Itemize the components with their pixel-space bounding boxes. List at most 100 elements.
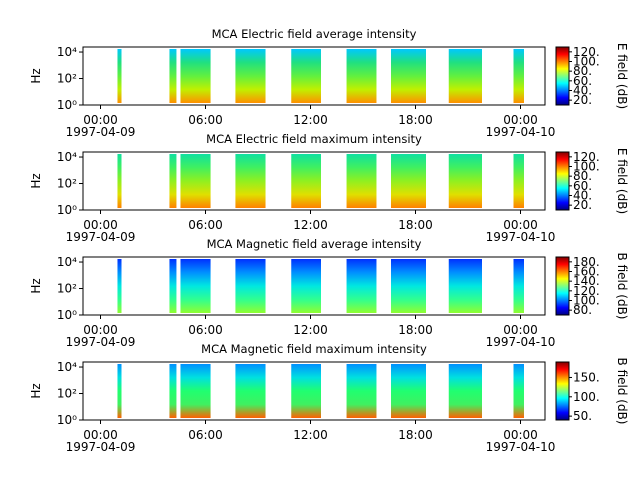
x-tick-label: 06:00 bbox=[188, 218, 223, 232]
x-date-label: 1997-04-09 bbox=[66, 230, 136, 244]
data-segment bbox=[117, 49, 122, 103]
x-date-label: 1997-04-09 bbox=[66, 335, 136, 349]
y-axis-label: Hz bbox=[29, 173, 43, 188]
x-tick-label: 00:00 bbox=[503, 323, 538, 337]
y-axis-label: Hz bbox=[29, 68, 43, 83]
x-date-label: 1997-04-10 bbox=[486, 335, 556, 349]
data-segment bbox=[169, 259, 177, 313]
data-segment bbox=[291, 49, 321, 103]
data-segment bbox=[117, 259, 122, 313]
colorbar-tick-label: 60. bbox=[573, 179, 592, 193]
y-tick-label: 10² bbox=[57, 72, 77, 86]
colorbar-tick-label: 100. bbox=[573, 55, 600, 69]
x-tick-label: 00:00 bbox=[503, 113, 538, 127]
x-tick-label: 06:00 bbox=[188, 323, 223, 337]
colorbar-tick-label: 40. bbox=[573, 189, 592, 203]
data-segment bbox=[117, 364, 122, 418]
data-segment bbox=[291, 259, 321, 313]
data-segment bbox=[180, 259, 211, 313]
y-tick-label: 10⁴ bbox=[57, 45, 77, 59]
y-tick-label: 10⁴ bbox=[57, 150, 77, 164]
x-tick-label: 00:00 bbox=[83, 323, 118, 337]
colorbar-tick-label: 60. bbox=[573, 74, 592, 88]
axes-frame bbox=[82, 46, 546, 106]
colorbar-label: B field (dB) bbox=[615, 358, 629, 425]
x-tick-label: 12:00 bbox=[293, 323, 328, 337]
x-date-label: 1997-04-09 bbox=[66, 125, 136, 139]
colorbar-tick-label: 140. bbox=[573, 274, 600, 288]
data-segment bbox=[169, 364, 177, 418]
colorbar-tick-label: 100. bbox=[573, 390, 600, 404]
data-segment bbox=[513, 154, 524, 208]
x-date-label: 1997-04-10 bbox=[486, 230, 556, 244]
data-segment bbox=[346, 364, 377, 418]
x-tick-label: 18:00 bbox=[398, 218, 433, 232]
colorbar-label: E field (dB) bbox=[615, 43, 629, 109]
x-tick-label: 00:00 bbox=[83, 218, 118, 232]
colorbar-tick-label: 100. bbox=[573, 160, 600, 174]
colorbar bbox=[555, 46, 570, 106]
colorbar bbox=[555, 256, 570, 316]
x-tick-label: 00:00 bbox=[503, 218, 538, 232]
data-segment bbox=[391, 259, 426, 313]
data-segment bbox=[448, 259, 482, 313]
colorbar-tick-label: 120. bbox=[573, 284, 600, 298]
y-tick-label: 10⁰ bbox=[57, 413, 77, 427]
data-segment bbox=[513, 364, 524, 418]
colorbar bbox=[555, 151, 570, 211]
axes-frame bbox=[82, 256, 546, 316]
colorbar-tick-label: 120. bbox=[573, 45, 600, 59]
data-segment bbox=[180, 364, 211, 418]
data-segment bbox=[169, 154, 177, 208]
colorbar-tick-label: 180. bbox=[573, 255, 600, 269]
colorbar bbox=[555, 361, 570, 421]
data-segment bbox=[169, 49, 177, 103]
y-tick-label: 10⁰ bbox=[57, 98, 77, 112]
y-tick-label: 10⁴ bbox=[57, 255, 77, 269]
colorbar-tick-label: 160. bbox=[573, 265, 600, 279]
data-segment bbox=[180, 49, 211, 103]
colorbar-tick-label: 20. bbox=[573, 93, 592, 107]
x-tick-label: 18:00 bbox=[398, 428, 433, 442]
data-segment bbox=[235, 154, 266, 208]
x-tick-label: 18:00 bbox=[398, 323, 433, 337]
x-tick-label: 00:00 bbox=[503, 428, 538, 442]
data-segment bbox=[235, 364, 266, 418]
x-date-label: 1997-04-09 bbox=[66, 440, 136, 454]
colorbar-tick-label: 150. bbox=[573, 370, 600, 384]
y-axis-label: Hz bbox=[29, 383, 43, 398]
data-segment bbox=[448, 364, 482, 418]
x-tick-label: 18:00 bbox=[398, 113, 433, 127]
y-tick-label: 10² bbox=[57, 387, 77, 401]
data-segment bbox=[117, 154, 122, 208]
data-segment bbox=[513, 49, 524, 103]
x-tick-label: 06:00 bbox=[188, 113, 223, 127]
colorbar-tick-label: 80. bbox=[573, 303, 592, 317]
x-tick-label: 06:00 bbox=[188, 428, 223, 442]
y-tick-label: 10² bbox=[57, 282, 77, 296]
axes-frame bbox=[82, 151, 546, 211]
y-axis-label: Hz bbox=[29, 278, 43, 293]
colorbar-label: B field (dB) bbox=[615, 253, 629, 320]
panel-title: MCA Electric field maximum intensity bbox=[206, 132, 422, 146]
data-segment bbox=[448, 154, 482, 208]
colorbar-tick-label: 40. bbox=[573, 84, 592, 98]
colorbar-tick-label: 50. bbox=[573, 409, 592, 423]
data-segment bbox=[391, 49, 426, 103]
axes-frame bbox=[82, 361, 546, 421]
x-date-label: 1997-04-10 bbox=[486, 125, 556, 139]
data-segment bbox=[291, 364, 321, 418]
x-tick-label: 00:00 bbox=[83, 428, 118, 442]
data-segment bbox=[180, 154, 211, 208]
x-tick-label: 00:00 bbox=[83, 113, 118, 127]
x-tick-label: 12:00 bbox=[293, 218, 328, 232]
colorbar-tick-label: 100. bbox=[573, 294, 600, 308]
data-segment bbox=[391, 154, 426, 208]
x-date-label: 1997-04-10 bbox=[486, 440, 556, 454]
data-segment bbox=[513, 259, 524, 313]
colorbar-tick-label: 80. bbox=[573, 169, 592, 183]
data-segment bbox=[235, 259, 266, 313]
data-segment bbox=[346, 154, 377, 208]
x-tick-label: 12:00 bbox=[293, 428, 328, 442]
y-tick-label: 10⁰ bbox=[57, 203, 77, 217]
